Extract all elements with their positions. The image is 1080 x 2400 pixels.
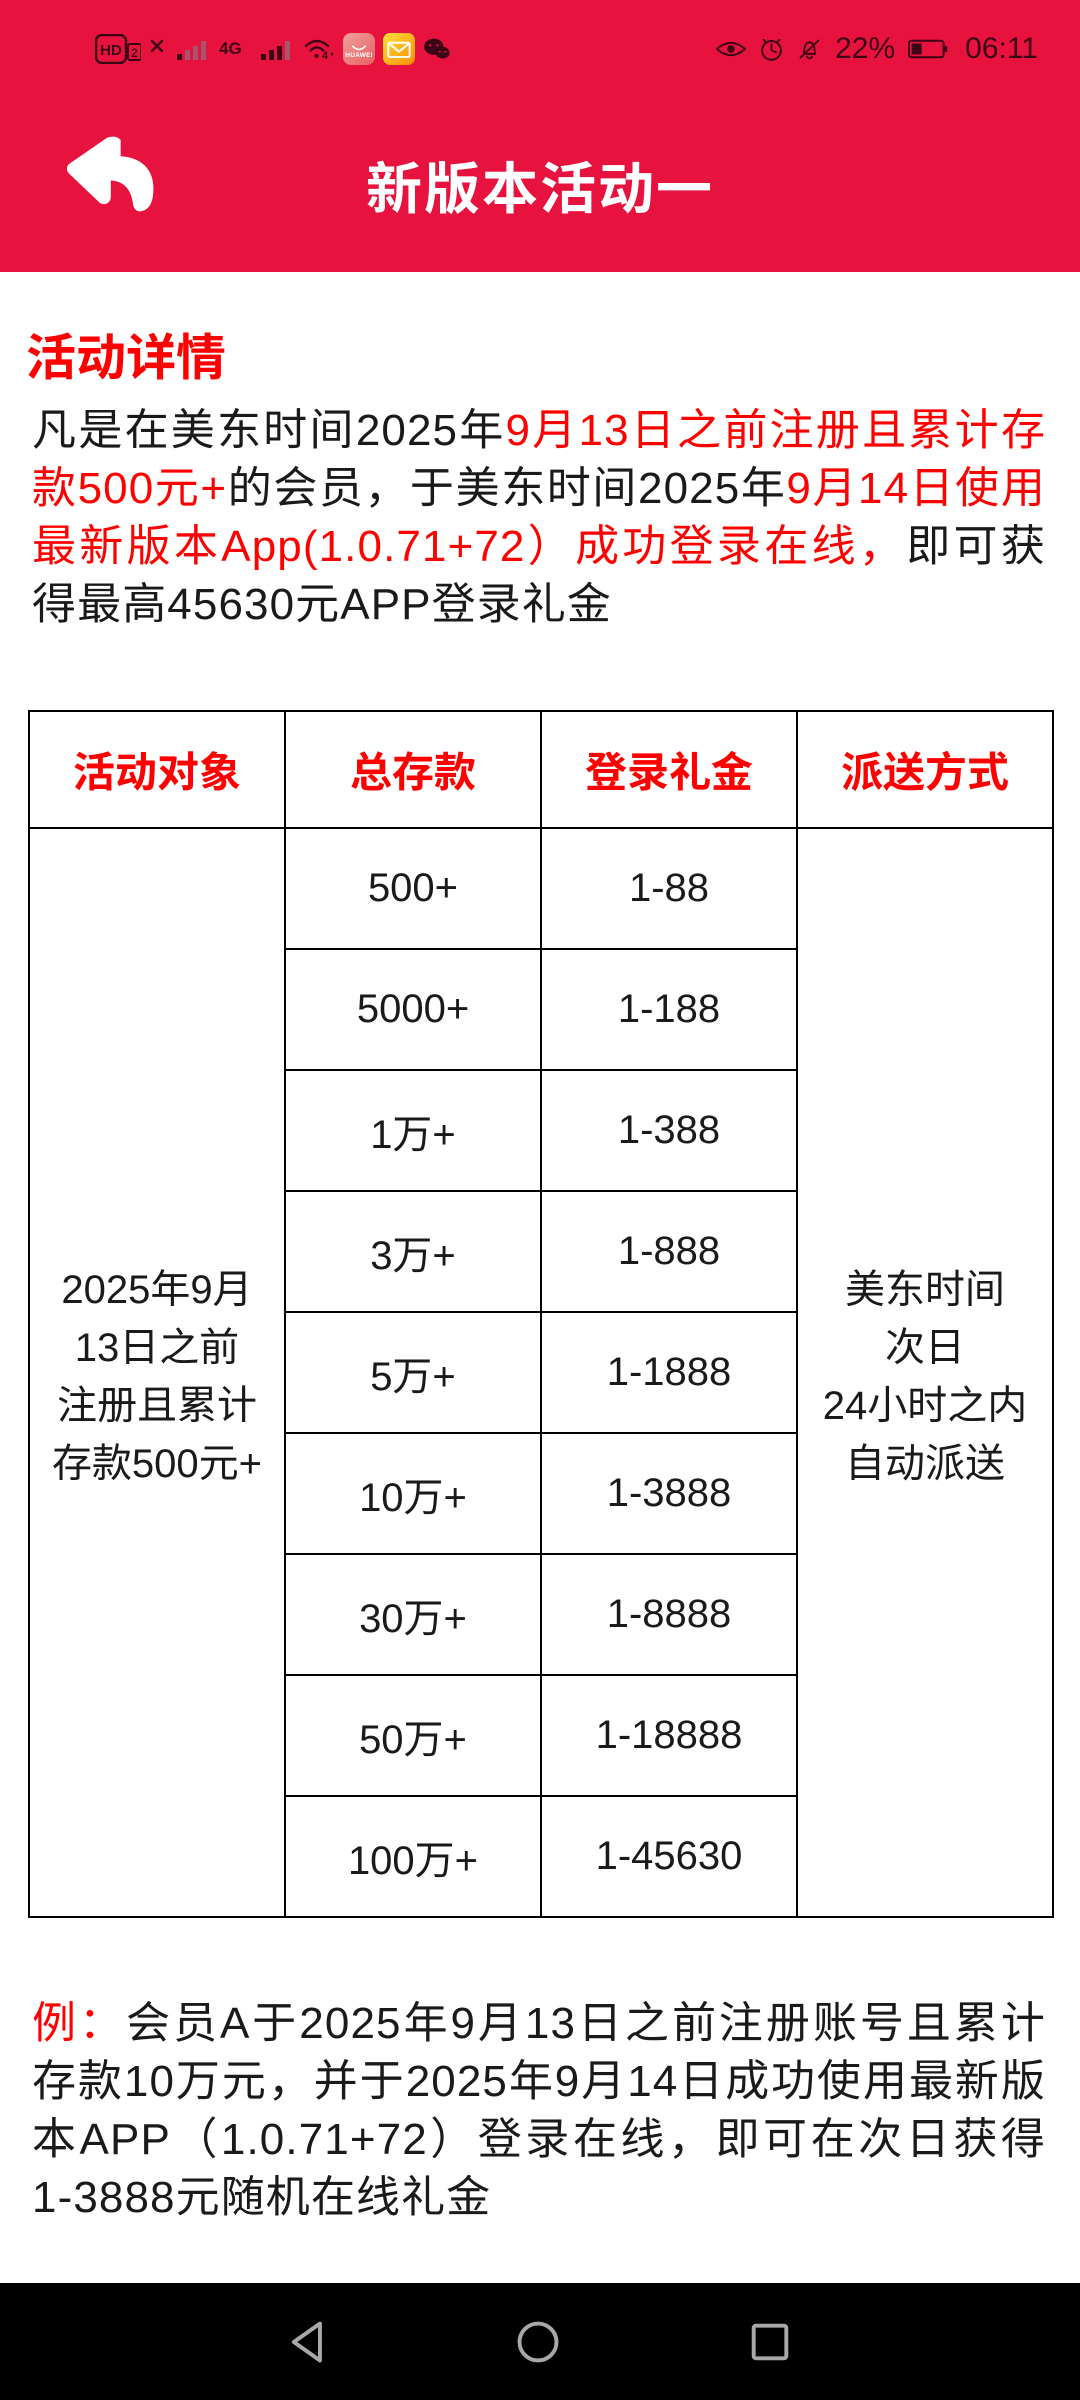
svg-text:2: 2 (131, 46, 138, 60)
svg-text:HUAWEI: HUAWEI (345, 52, 372, 59)
svg-text:4G: 4G (219, 39, 242, 58)
svg-text:HD: HD (100, 42, 122, 59)
svg-text:4: 4 (322, 50, 329, 61)
